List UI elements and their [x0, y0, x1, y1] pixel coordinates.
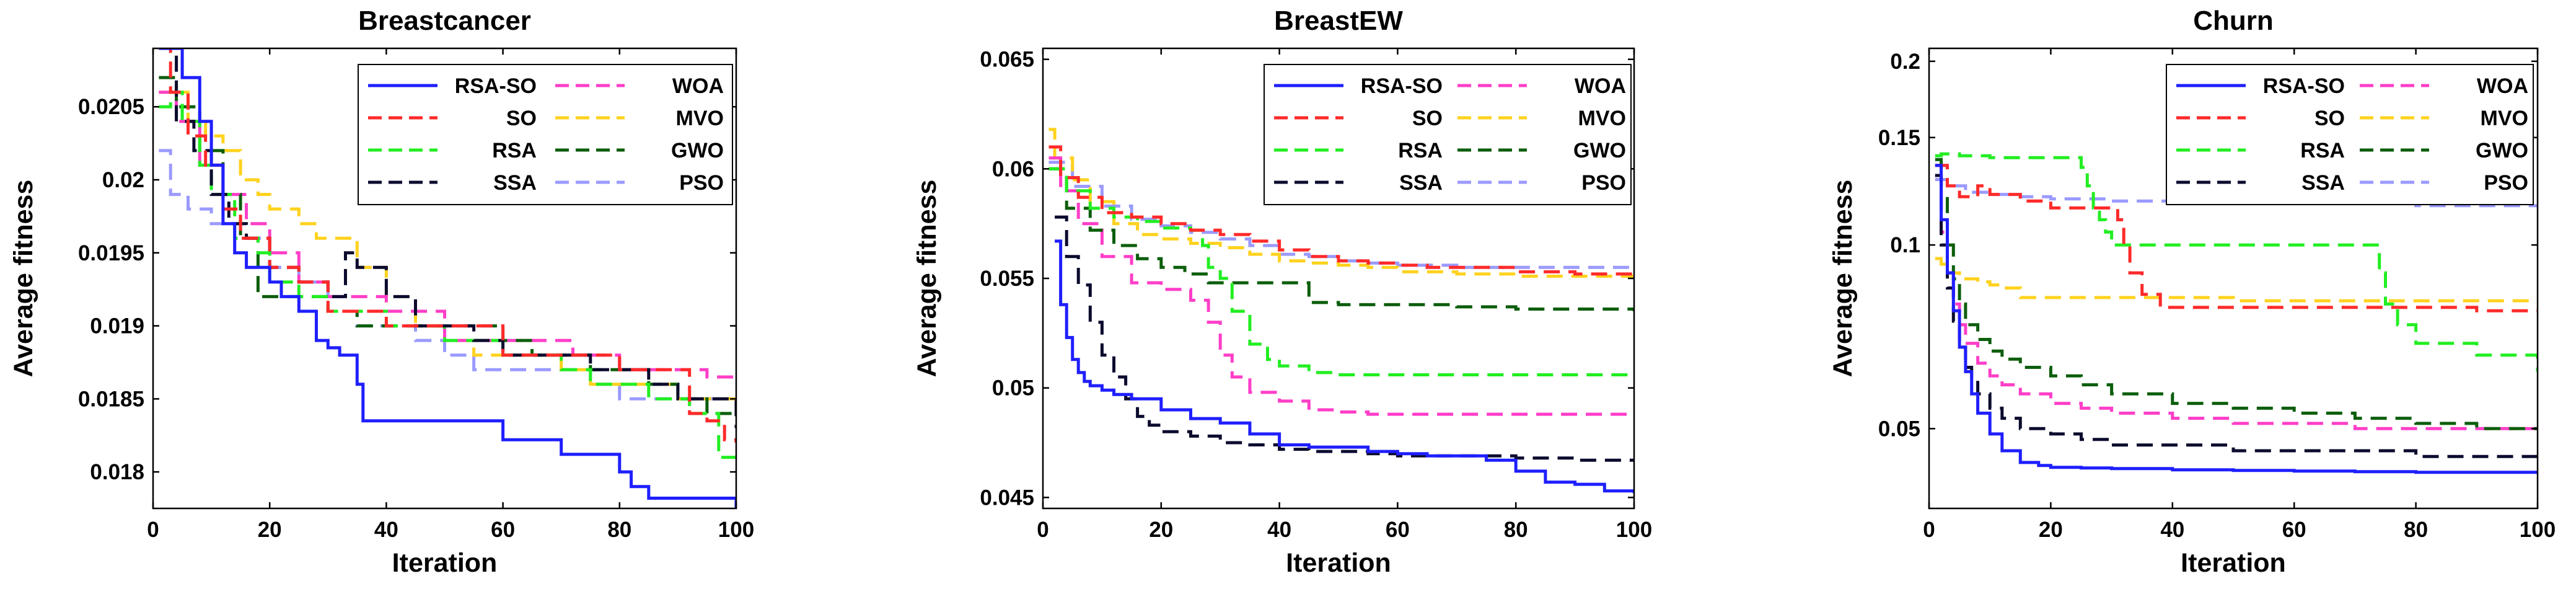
legend-label-woa: WOA — [1575, 74, 1626, 98]
series-line-rsa — [1048, 167, 1634, 376]
series-line-mvo — [1935, 257, 2538, 303]
y-tick-label: 0.15 — [1878, 126, 1920, 150]
series-line-gwo — [1048, 167, 1634, 311]
legend-label-gwo: GWO — [2476, 139, 2528, 162]
legend-label-rsa: RSA — [1398, 139, 1443, 162]
x-axis-label: Iteration — [392, 548, 498, 578]
series-group — [1048, 128, 1634, 494]
legend-label-so: SO — [506, 107, 537, 130]
legend-label-mvo: MVO — [1578, 107, 1626, 130]
chart-breastew: BreastEW 0 20 40 60 80 100 0.045 0.05 0.055 0.06 0.… — [912, 6, 1652, 578]
x-tick-label: 100 — [718, 518, 754, 542]
legend-label-gwo: GWO — [1573, 139, 1626, 162]
legend-label-rsa: RSA — [2300, 139, 2345, 162]
series-line-ssa — [1935, 174, 2538, 458]
x-tick-label: 40 — [2160, 518, 2184, 542]
chart-title: BreastEW — [1274, 6, 1403, 36]
series-group — [159, 48, 736, 508]
legend: RSA-SO SO RSA SSA WOA MVO GWO PSO — [358, 64, 733, 205]
legend-label-pso: PSO — [1581, 171, 1626, 195]
y-tick-label: 0.05 — [992, 376, 1034, 401]
x-tick-label: 60 — [2282, 518, 2306, 542]
x-tick-label: 100 — [2520, 518, 2556, 542]
axes-frame — [152, 47, 737, 510]
x-tick-label: 0 — [1037, 518, 1048, 542]
legend-label-rsa-so: RSA-SO — [2263, 74, 2345, 98]
legend-label-so: SO — [2314, 107, 2345, 130]
legend: RSA-SO SO RSA SSA WOA MVO GWO PSO — [1264, 64, 1632, 205]
legend-label-rsa-so: RSA-SO — [455, 74, 537, 98]
series-line-mvo — [1048, 128, 1634, 278]
series-line-rsa — [1935, 152, 2538, 372]
series-line-ssa — [1055, 215, 1634, 462]
series-line-rsa-so — [1935, 164, 2538, 474]
legend-label-woa: WOA — [672, 74, 724, 98]
y-axis-label: Average fitness — [1828, 180, 1858, 378]
legend-label-pso: PSO — [2484, 171, 2528, 195]
x-tick-label: 20 — [258, 518, 282, 542]
y-axis-label: Average fitness — [912, 180, 942, 378]
y-axis-label: Average fitness — [9, 180, 38, 378]
axes-frame — [1928, 47, 2539, 510]
x-tick-label: 60 — [491, 518, 515, 542]
x-tick-label: 0 — [147, 518, 159, 542]
x-tick-label: 40 — [1267, 518, 1291, 542]
x-tick-label: 40 — [374, 518, 398, 542]
chart-breastcancer: Breastcancer 0 20 40 60 80 100 0.018 0.0185 0.019… — [9, 6, 754, 578]
series-line-so — [159, 48, 736, 443]
series-line-woa — [1048, 156, 1634, 416]
x-tick-label: 20 — [1149, 518, 1173, 542]
x-tick-label: 100 — [1616, 518, 1652, 542]
x-tick-label: 60 — [1386, 518, 1410, 542]
series-line-rsa-so — [1055, 239, 1634, 494]
series-line-rsa-so — [159, 48, 736, 508]
legend-label-so: SO — [1412, 107, 1443, 130]
series-line-ssa — [159, 48, 736, 428]
y-tick-label: 0.0185 — [78, 387, 144, 411]
y-tick-label: 0.019 — [90, 314, 144, 339]
y-tick-label: 0.2 — [1890, 50, 1920, 74]
series-line-so — [1935, 164, 2538, 312]
x-tick-label: 80 — [607, 518, 631, 542]
legend-label-ssa: SSA — [1399, 171, 1443, 195]
y-tick-label: 0.055 — [980, 267, 1034, 291]
legend-label-mvo: MVO — [676, 107, 724, 130]
legend: RSA-SO SO RSA SSA WOA MVO GWO PSO — [2166, 64, 2534, 205]
legend-label-gwo: GWO — [671, 139, 724, 162]
y-tick-label: 0.05 — [1878, 417, 1920, 441]
y-tick-label: 0.06 — [992, 157, 1034, 181]
x-tick-label: 80 — [2404, 518, 2428, 542]
y-tick-label: 0.1 — [1890, 233, 1920, 257]
y-tick-label: 0.045 — [980, 485, 1034, 510]
series-group — [1935, 152, 2538, 474]
legend-label-rsa-so: RSA-SO — [1361, 74, 1443, 98]
chart-title: Churn — [2193, 6, 2274, 36]
legend-label-mvo: MVO — [2481, 107, 2528, 130]
y-tick-label: 0.018 — [90, 460, 144, 484]
x-axis-label: Iteration — [1286, 548, 1391, 578]
chart-churn: Churn 0 20 40 60 80 100 0.05 0.1 0.15 0.2 Iteration… — [1828, 6, 2556, 578]
y-tick-label: 0.0195 — [78, 241, 144, 265]
x-tick-label: 0 — [1923, 518, 1935, 542]
legend-label-ssa: SSA — [2301, 171, 2345, 195]
legend-label-rsa: RSA — [492, 139, 537, 162]
legend-label-ssa: SSA — [493, 171, 537, 195]
legend-label-woa: WOA — [2477, 74, 2528, 98]
x-tick-label: 20 — [2039, 518, 2063, 542]
legend-label-pso: PSO — [679, 171, 724, 195]
series-line-so — [1048, 145, 1634, 276]
y-tick-label: 0.065 — [980, 48, 1034, 72]
x-axis-label: Iteration — [2181, 548, 2286, 578]
chart-title: Breastcancer — [358, 6, 531, 36]
x-tick-label: 80 — [1504, 518, 1528, 542]
y-tick-label: 0.0205 — [78, 95, 144, 119]
y-tick-label: 0.02 — [102, 168, 144, 192]
